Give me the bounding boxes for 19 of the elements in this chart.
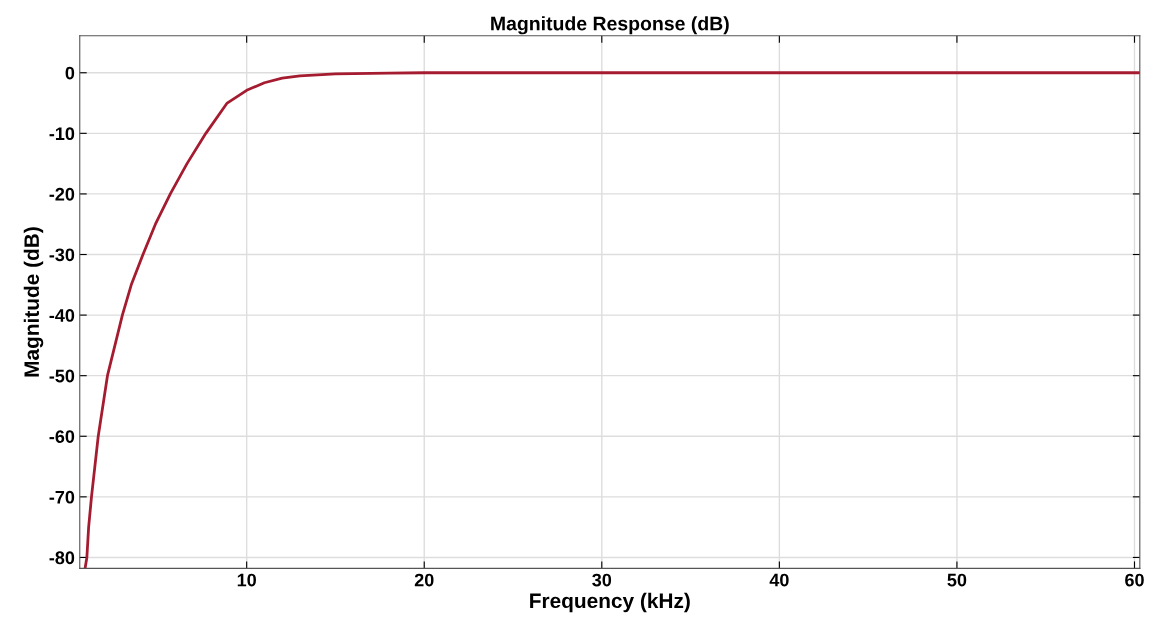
y-tick-label: -20 — [49, 187, 75, 201]
x-tick-label: 60 — [1125, 573, 1144, 587]
x-tick-label: 50 — [947, 573, 967, 587]
chart-title: Magnitude Response (dB) — [491, 16, 729, 35]
y-tick-label: -10 — [49, 127, 75, 141]
y-tick-label: -30 — [49, 248, 75, 262]
y-tick-label: -70 — [49, 490, 75, 504]
y-tick-label: -80 — [49, 551, 75, 565]
x-tick-label: 40 — [769, 573, 789, 587]
y-tick-label: -50 — [49, 369, 75, 383]
x-tick-label: 20 — [414, 573, 434, 587]
x-axis-title: Frequency (kHz) — [530, 592, 690, 613]
y-tick-label: -40 — [49, 309, 75, 322]
y-axis-title: Magnitude (dB) — [23, 227, 44, 377]
y-tick-label: -60 — [49, 430, 75, 443]
y-tick-label: 0 — [65, 66, 75, 80]
x-tick-label: 30 — [592, 573, 612, 587]
x-tick-label: 10 — [237, 573, 256, 587]
line-series — [83, 71, 1140, 569]
